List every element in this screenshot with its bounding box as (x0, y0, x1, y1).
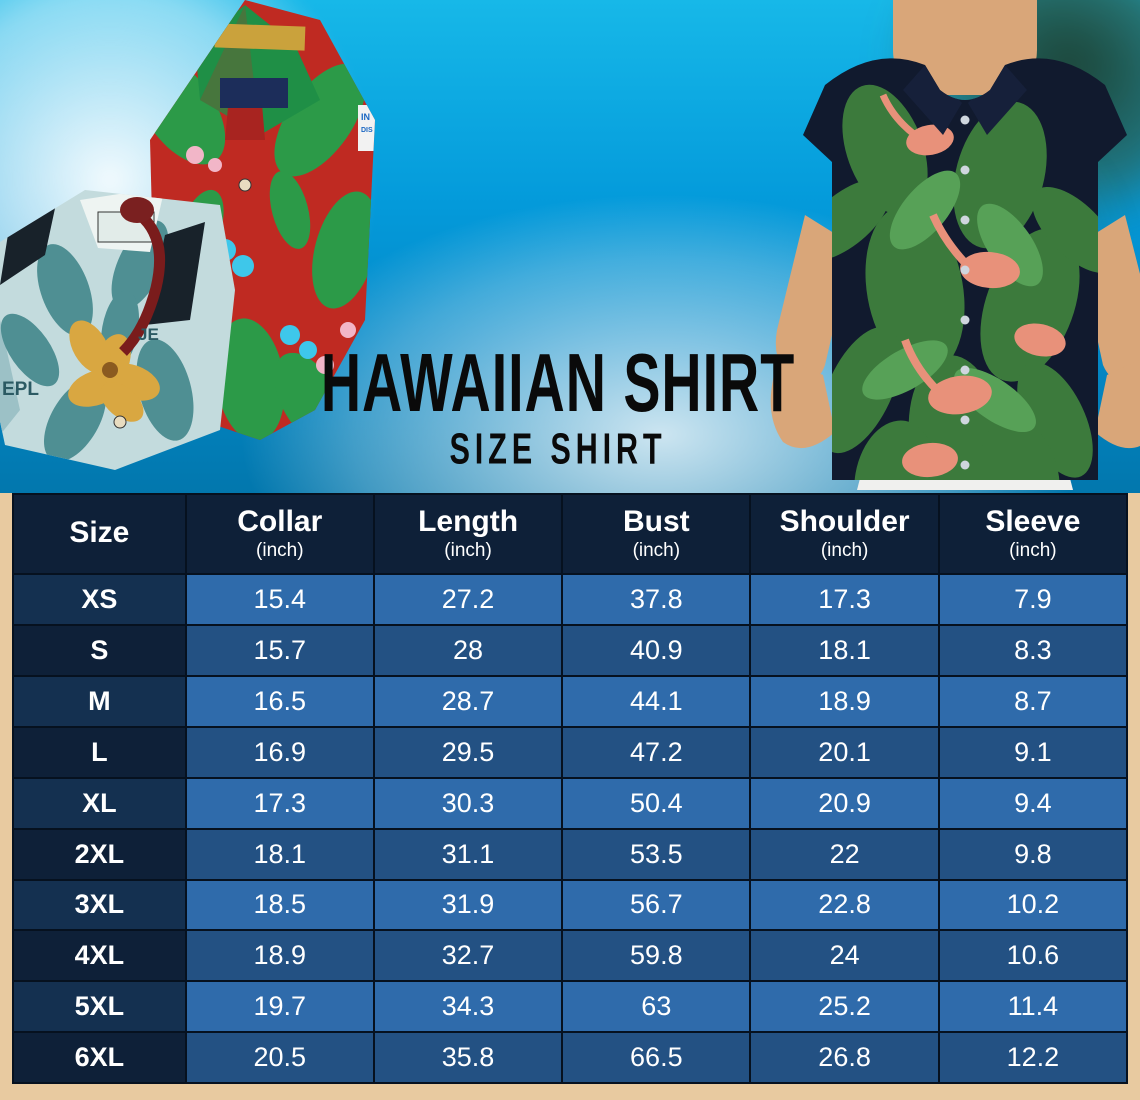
svg-text:DIS: DIS (361, 127, 373, 134)
svg-text:IN: IN (361, 112, 370, 122)
svg-text:EPL: EPL (2, 379, 39, 400)
svg-text:JE: JE (138, 325, 159, 344)
